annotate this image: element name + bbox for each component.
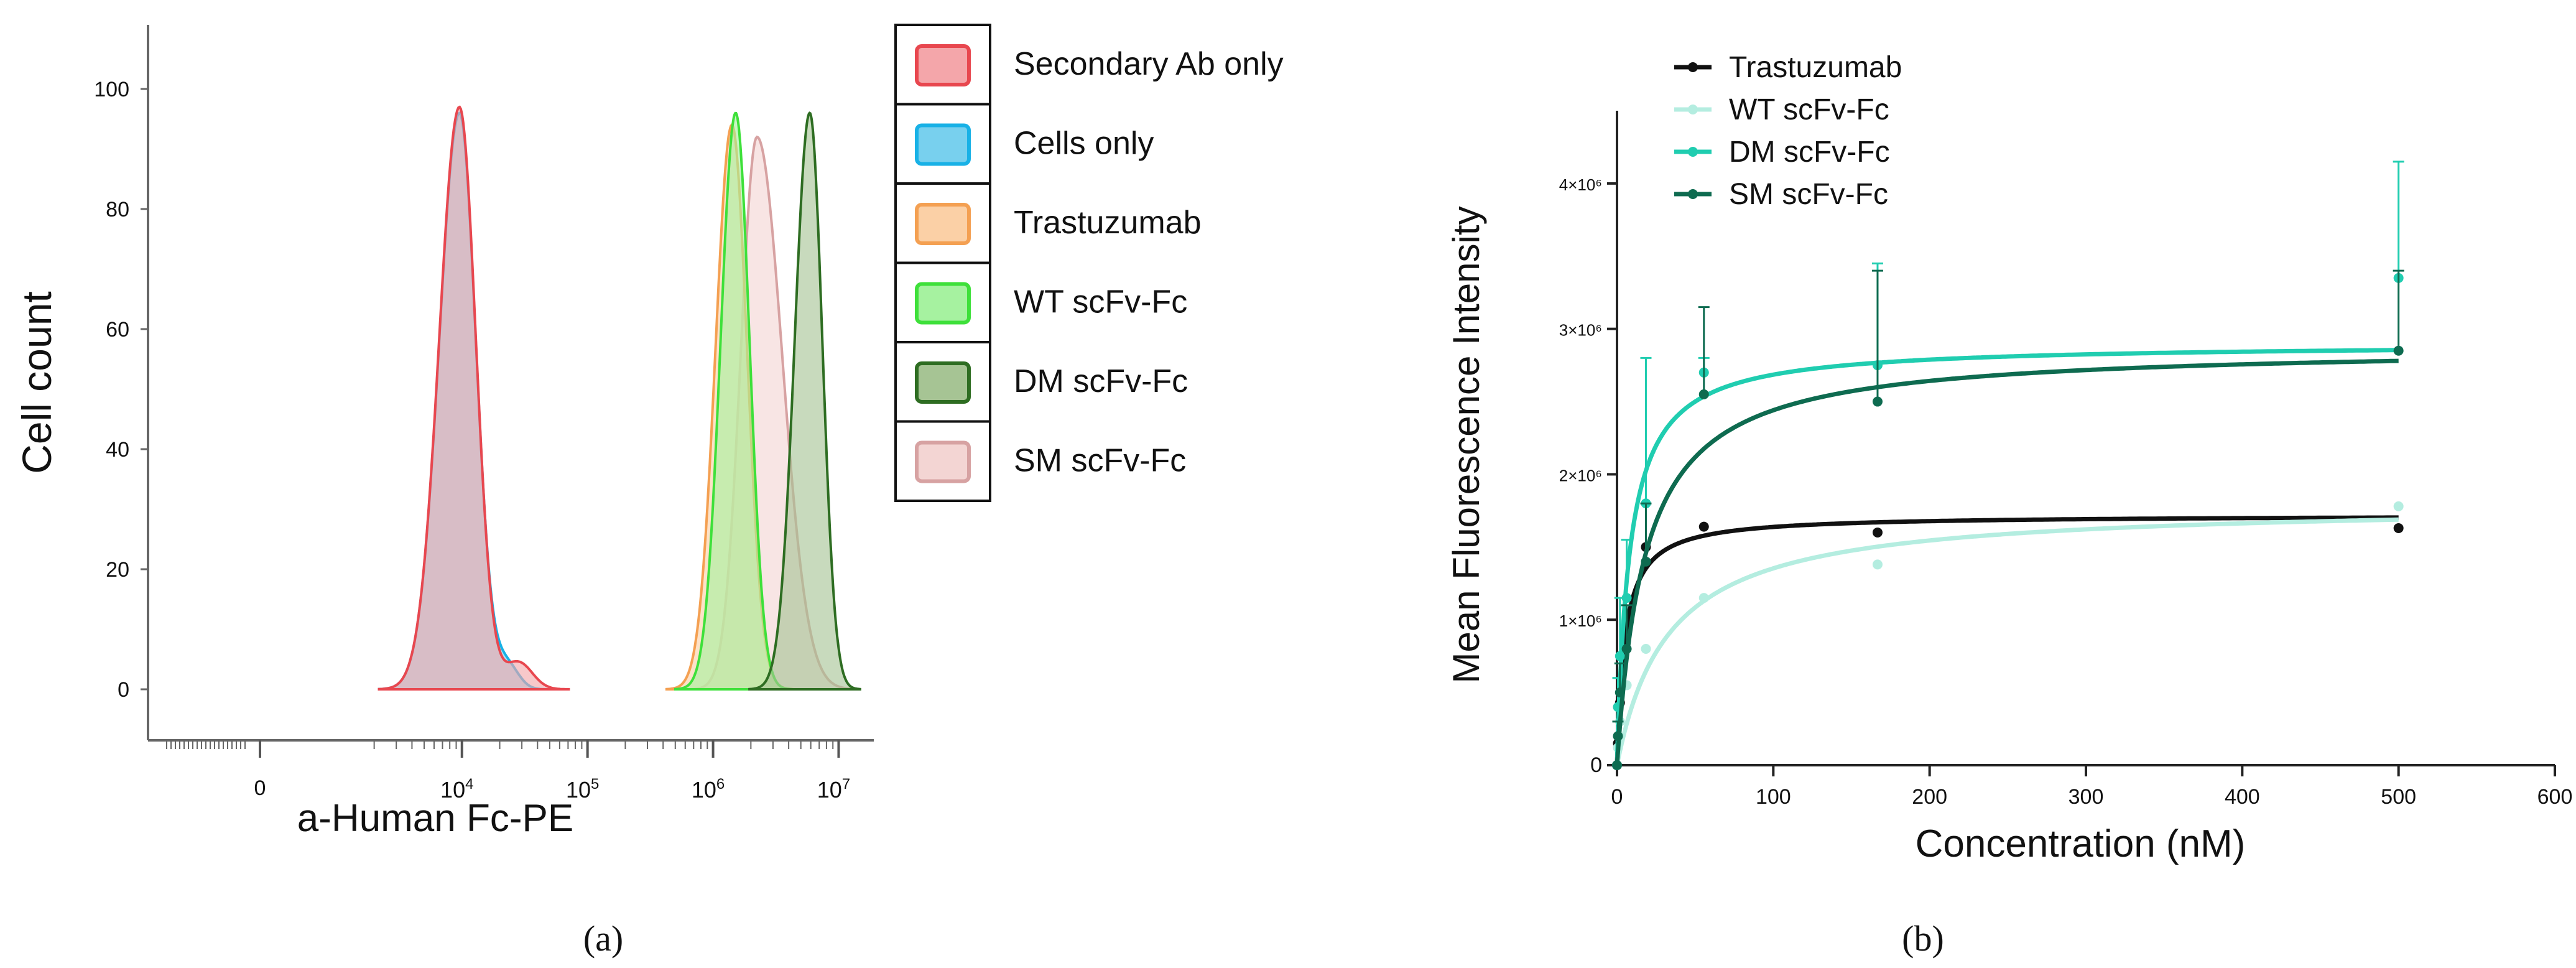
histogram-legend: Secondary Ab only Cells only Trastuzumab WT… — [894, 24, 1284, 502]
legend-marker-trastuzumab — [1688, 62, 1698, 72]
histogram-x-tick-label: 104 — [440, 776, 473, 803]
binding-series — [1612, 161, 2404, 770]
binding-x-tick-label: 0 — [1611, 785, 1623, 809]
histogram-y-axis-label: Cell count — [14, 291, 60, 474]
fit-curve-sm-scfv-fc — [1615, 358, 2399, 766]
legend-label-cells-only: Cells only — [1014, 126, 1154, 162]
data-point-sm-scfv-fc — [1621, 643, 1632, 654]
legend-marker-sm-scfv-fc — [1688, 189, 1698, 199]
legend-label-sm-scfv-fc: SM scFv-Fc — [1014, 443, 1186, 479]
binding-x-tick-label: 300 — [2069, 785, 2104, 809]
histogram-legend-entries: Secondary Ab only Cells only Trastuzumab WT… — [894, 24, 1284, 502]
legend-swatch-cells-only — [915, 123, 971, 166]
fit-curve-trastuzumab — [1615, 515, 2399, 765]
binding-series-wt-scfv-fc — [1612, 501, 2404, 770]
legend-swatch-sm-scfv-fc — [915, 440, 971, 483]
histogram-x-tick-label: 0 — [254, 776, 266, 800]
data-point-wt-scfv-fc — [1698, 593, 1709, 603]
binding-legend-label-sm-scfv-fc: SM scFv-Fc — [1729, 178, 1888, 211]
binding-legend-label-wt-scfv-fc: WT scFv-Fc — [1729, 93, 1889, 126]
binding-x-tick-label: 100 — [1756, 785, 1791, 809]
data-point-sm-scfv-fc — [2393, 345, 2404, 356]
histogram-secondary-ab-only — [378, 105, 570, 691]
binding-curve-panel: Mean Fluorescence Intensity Concentratio… — [1445, 51, 2572, 865]
binding-legend-label-dm-scfv-fc: DM scFv-Fc — [1729, 136, 1890, 169]
binding-y-tick-label: 3×10⁶ — [1559, 321, 1602, 340]
histogram-panel: Cell count a-Human Fc-PE 0 20 40 60 80 100 0 1… — [14, 24, 1284, 840]
histogram-x-tick-label: 107 — [817, 776, 850, 803]
binding-y-tick-label: 4×10⁶ — [1559, 175, 1602, 194]
legend-swatch-dm-scfv-fc — [915, 361, 971, 404]
legend-swatch-trastuzumab — [915, 203, 971, 245]
data-point-trastuzumab — [1872, 527, 1883, 538]
binding-y-tick-label: 0 — [1590, 753, 1602, 777]
legend-marker-wt-scfv-fc — [1688, 105, 1698, 114]
data-point-sm-scfv-fc — [1612, 760, 1622, 770]
data-point-dm-scfv-fc — [1615, 651, 1625, 661]
binding-y-axis-label: Mean Fluorescence Intensity — [1445, 206, 1487, 683]
data-point-sm-scfv-fc — [1613, 731, 1623, 742]
data-point-wt-scfv-fc — [1641, 643, 1651, 654]
data-point-sm-scfv-fc — [1615, 687, 1625, 698]
histogram-y-tick-label: 100 — [94, 78, 129, 101]
binding-x-tick-label: 500 — [2381, 785, 2416, 809]
binding-y-tick-label: 1×10⁶ — [1559, 612, 1602, 630]
legend-label-secondary-ab-only: Secondary Ab only — [1014, 46, 1284, 82]
histogram-x-tick-label: 105 — [566, 776, 599, 803]
binding-legend: Trastuzumab WT scFv-Fc DM scFv-Fc SM scFv-F… — [1674, 51, 1902, 211]
binding-x-tick-label: 400 — [2225, 785, 2260, 809]
legend-label-trastuzumab: Trastuzumab — [1014, 205, 1202, 241]
legend-label-wt-scfv-fc: WT scFv-Fc — [1014, 284, 1187, 320]
binding-series-trastuzumab — [1612, 515, 2404, 770]
binding-legend-label-trastuzumab: Trastuzumab — [1729, 51, 1902, 84]
histogram-y-tick-label: 20 — [106, 558, 129, 582]
data-point-trastuzumab — [1698, 521, 1709, 532]
binding-x-tick-label: 200 — [1912, 785, 1947, 809]
legend-label-dm-scfv-fc: DM scFv-Fc — [1014, 363, 1188, 399]
binding-x-tick-label: 600 — [2537, 785, 2573, 809]
data-point-sm-scfv-fc — [1698, 389, 1709, 399]
binding-x-axis-label: Concentration (nM) — [1916, 822, 2246, 865]
binding-y-ticks: 0 1×10⁶ 2×10⁶ 3×10⁶ 4×10⁶ — [1559, 175, 1617, 777]
fit-curve-wt-scfv-fc — [1615, 517, 2399, 766]
fit-curve-dm-scfv-fc — [1615, 348, 2399, 765]
legend-swatch-wt-scfv-fc — [915, 282, 971, 325]
data-point-trastuzumab — [2393, 523, 2404, 533]
histogram-y-ticks: 0 20 40 60 80 100 — [94, 78, 148, 702]
histogram-y-tick-label: 40 — [106, 438, 129, 462]
histogram-y-tick-label: 80 — [106, 198, 129, 221]
histogram-x-axis-label: a-Human Fc-PE — [297, 797, 573, 840]
legend-swatch-secondary-ab-only — [915, 44, 971, 86]
histogram-dm-scfv-fc — [748, 111, 861, 691]
histogram-x-minor-ticks — [166, 740, 834, 749]
binding-series-sm-scfv-fc — [1612, 269, 2404, 770]
histogram-series — [378, 105, 861, 691]
legend-marker-dm-scfv-fc — [1688, 147, 1698, 157]
histogram-x-tick-label: 106 — [692, 776, 725, 803]
histogram-y-tick-label: 60 — [106, 318, 129, 342]
binding-x-ticks: 0 100 200 300 400 500 600 — [1611, 765, 2573, 809]
data-point-sm-scfv-fc — [1641, 556, 1651, 567]
legend-cell — [894, 420, 991, 502]
histogram-x-ticks: 0 104 105 106 107 — [166, 740, 850, 803]
binding-series-dm-scfv-fc — [1612, 161, 2404, 770]
binding-y-tick-label: 2×10⁶ — [1559, 466, 1602, 485]
histogram-y-tick-label: 0 — [118, 678, 129, 702]
caption-a: (a) — [583, 918, 623, 959]
data-point-wt-scfv-fc — [2393, 501, 2404, 511]
data-point-sm-scfv-fc — [1872, 396, 1883, 407]
data-point-dm-scfv-fc — [1621, 593, 1632, 603]
data-point-wt-scfv-fc — [1872, 559, 1883, 570]
caption-b: (b) — [1902, 918, 1944, 959]
